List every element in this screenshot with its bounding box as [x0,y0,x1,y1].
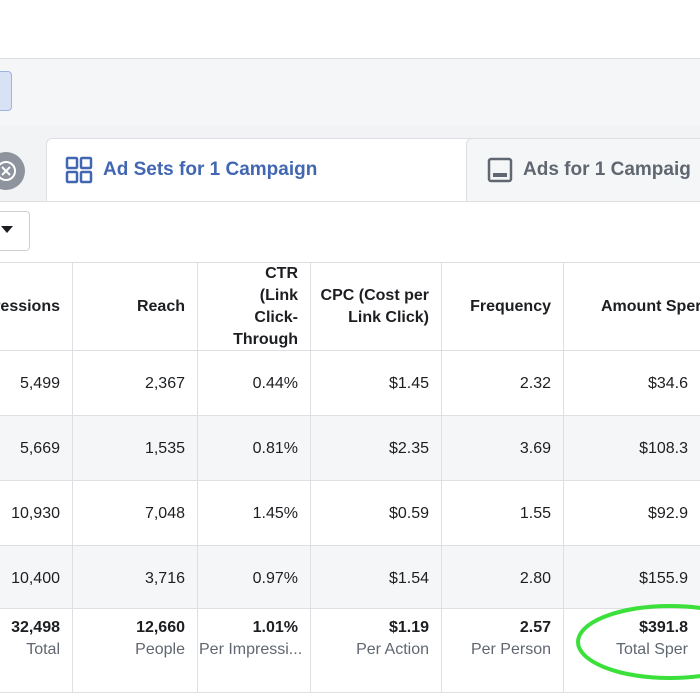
data-table: ressions Reach CTR (Link Click-Through CPC … [0,262,700,693]
table-cell: 0.97% [252,570,298,587]
table-cell: 2.80 [519,570,551,587]
table-cell: 10,400 [11,570,60,587]
column-divider [441,263,442,693]
toolbar [0,58,700,126]
button[interactable] [0,71,12,111]
total-value: 2.57 [519,619,551,636]
row-bg [0,481,700,546]
table-cell: 2.32 [519,375,551,392]
tab-label: Ads for 1 Campaig [523,159,691,180]
dropdown[interactable] [0,211,30,251]
table-cell: $1.45 [388,375,429,392]
column-divider [72,263,73,693]
table-cell: 5,669 [19,440,60,457]
row-bg [0,263,700,351]
column-divider [197,263,198,693]
table-cell: 3,716 [144,570,185,587]
table-cell: 7,048 [144,505,185,522]
column-divider [310,263,311,693]
tab[interactable]: Ads for 1 Campaig [466,138,700,201]
table-cell: 3.69 [519,440,551,457]
column-divider [563,263,564,693]
total-value: $391.8 [639,619,688,636]
total-value: 32,498 [11,619,60,636]
table-cell: 0.81% [252,440,298,457]
table-cell: $108.3 [639,440,688,457]
table-cell: 0.44% [252,375,298,392]
ad-icon [487,157,513,183]
grid-icon [65,156,93,184]
column-header: Frequency [470,298,551,315]
column-header: Amount Sper [601,298,700,315]
row-bg [0,416,700,481]
highlight-circle [576,604,700,680]
table-cell: 2,367 [144,375,185,392]
table-cell: $1.54 [388,570,429,587]
column-header: CPC (Cost per Link Click) [320,287,429,326]
row-bg [0,609,700,693]
total-label: People [135,641,185,658]
table-cell: $2.35 [388,440,429,457]
column-header: ressions [0,298,60,315]
total-label: Per Person [470,641,551,658]
table-cell: 5,499 [19,375,60,392]
tab-label: Ad Sets for 1 Campaign [103,159,318,180]
total-label: Total [26,641,60,658]
table-cell: $155.9 [639,570,688,587]
table-cell: 1,535 [144,440,185,457]
table-cell: $34.6 [647,375,688,392]
row-bg [0,351,700,416]
table-cell: 10,930 [11,505,60,522]
total-value: 1.01% [252,619,298,636]
row-bg [0,546,700,609]
table-cell: 1.55 [519,505,551,522]
table-cell: $0.59 [388,505,429,522]
total-label: Per Action [356,641,429,658]
table-cell: 1.45% [252,505,298,522]
column-header: CTR (Link Click-Through [233,265,298,348]
column-header: Reach [136,298,185,315]
table-cell: $92.9 [647,505,688,522]
total-label: Per Impressi... [199,641,303,658]
caret [1,226,13,233]
tab-active[interactable]: Ad Sets for 1 Campaign [46,138,484,201]
total-value: $1.19 [388,619,429,636]
close-icon[interactable] [0,151,30,191]
total-value: 12,660 [136,619,185,636]
total-label: Total Sper [615,641,688,658]
